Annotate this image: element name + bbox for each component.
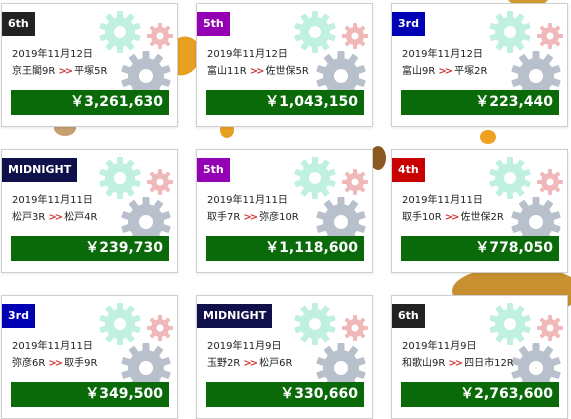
gear-icon xyxy=(147,169,173,195)
rank-badge: 5th xyxy=(197,158,230,182)
gear-icon xyxy=(316,343,366,393)
gear-icon xyxy=(121,197,171,247)
payout-amount: ￥3,261,630 xyxy=(11,90,169,115)
rank-badge: MIDNIGHT xyxy=(197,304,273,328)
race-route: 和歌山9R >> 四日市12R xyxy=(402,354,514,369)
race-date: 2019年11月11日 xyxy=(12,195,93,206)
payout-card[interactable]: 5th 2019年11月11日 取手7R >> 弥彦10R ￥1,118,600 xyxy=(196,149,373,273)
race-to: 佐世保2R xyxy=(460,212,504,223)
gear-icon xyxy=(99,303,141,345)
race-to: 平塚5R xyxy=(74,66,108,77)
gear-icon xyxy=(537,23,563,49)
race-date: 2019年11月9日 xyxy=(207,341,282,352)
gear-icon xyxy=(294,11,336,53)
gear-icon xyxy=(489,157,531,199)
race-route: 弥彦6R >> 取手9R xyxy=(12,354,97,369)
background-blob xyxy=(480,130,496,144)
race-to: 平塚2R xyxy=(454,66,488,77)
race-from: 富山11R xyxy=(207,66,247,77)
double-chevron-right-icon: >> xyxy=(444,212,460,223)
race-from: 弥彦6R xyxy=(12,358,46,369)
race-date: 2019年11月11日 xyxy=(402,195,483,206)
race-to: 佐世保5R xyxy=(265,66,309,77)
rank-badge: 5th xyxy=(197,12,230,36)
rank-badge: 3rd xyxy=(392,12,425,36)
rank-badge: 3rd xyxy=(2,304,35,328)
gear-icon xyxy=(99,11,141,53)
double-chevron-right-icon: >> xyxy=(58,66,73,77)
gear-icon xyxy=(316,51,366,101)
payout-amount: ￥1,043,150 xyxy=(206,90,364,115)
payout-amount: ￥330,660 xyxy=(206,382,364,407)
race-route: 京王閣9R >> 平塚5R xyxy=(12,62,107,77)
payout-amount: ￥2,763,600 xyxy=(401,382,559,407)
payout-card[interactable]: 3rd 2019年11月12日 富山9R >> 平塚2R ￥223,440 xyxy=(391,3,568,127)
double-chevron-right-icon: >> xyxy=(48,358,63,369)
race-route: 取手10R >> 佐世保2R xyxy=(402,208,504,223)
double-chevron-right-icon: >> xyxy=(243,212,258,223)
race-from: 取手10R xyxy=(402,212,442,223)
gear-icon xyxy=(316,197,366,247)
rank-badge: 6th xyxy=(2,12,35,36)
payout-amount: ￥349,500 xyxy=(11,382,169,407)
gear-icon xyxy=(511,343,561,393)
race-to: 取手9R xyxy=(64,358,98,369)
race-date: 2019年11月9日 xyxy=(402,341,477,352)
gear-icon xyxy=(489,11,531,53)
double-chevron-right-icon: >> xyxy=(448,358,463,369)
race-to: 四日市12R xyxy=(464,358,514,369)
race-date: 2019年11月11日 xyxy=(207,195,288,206)
race-date: 2019年11月12日 xyxy=(402,49,483,60)
payout-amount: ￥223,440 xyxy=(401,90,559,115)
gear-icon xyxy=(511,51,561,101)
double-chevron-right-icon: >> xyxy=(249,66,265,77)
payout-card[interactable]: 6th 2019年11月9日 和歌山9R >> 四日市12R ￥2,763,600 xyxy=(391,295,568,419)
gear-icon xyxy=(147,23,173,49)
race-to: 松戸4R xyxy=(64,212,98,223)
double-chevron-right-icon: >> xyxy=(243,358,258,369)
gear-icon xyxy=(294,157,336,199)
gear-icon xyxy=(537,315,563,341)
payout-card[interactable]: 6th 2019年11月12日 京王閣9R >> 平塚5R ￥3,261,630 xyxy=(1,3,178,127)
race-from: 富山9R xyxy=(402,66,436,77)
gear-icon xyxy=(342,169,368,195)
race-route: 取手7R >> 弥彦10R xyxy=(207,208,299,223)
gear-icon xyxy=(489,303,531,345)
race-from: 取手7R xyxy=(207,212,241,223)
race-from: 和歌山9R xyxy=(402,358,446,369)
double-chevron-right-icon: >> xyxy=(438,66,453,77)
race-date: 2019年11月11日 xyxy=(12,341,93,352)
gear-icon xyxy=(99,157,141,199)
payout-card[interactable]: MIDNIGHT 2019年11月9日 玉野2R >> 松戸6R ￥330,660 xyxy=(196,295,373,419)
payout-amount: ￥778,050 xyxy=(401,236,559,261)
race-from: 京王閣9R xyxy=(12,66,56,77)
gear-icon xyxy=(342,23,368,49)
background-blob xyxy=(370,146,386,170)
payout-card[interactable]: MIDNIGHT 2019年11月11日 松戸3R >> 松戸4R ￥239,730 xyxy=(1,149,178,273)
rank-badge: 6th xyxy=(392,304,425,328)
race-to: 弥彦10R xyxy=(259,212,299,223)
gear-icon xyxy=(537,169,563,195)
gear-icon xyxy=(342,315,368,341)
rank-badge: 4th xyxy=(392,158,425,182)
race-date: 2019年11月12日 xyxy=(207,49,288,60)
race-to: 松戸6R xyxy=(259,358,293,369)
race-from: 松戸3R xyxy=(12,212,46,223)
payout-card[interactable]: 3rd 2019年11月11日 弥彦6R >> 取手9R ￥349,500 xyxy=(1,295,178,419)
race-route: 玉野2R >> 松戸6R xyxy=(207,354,292,369)
race-date: 2019年11月12日 xyxy=(12,49,93,60)
double-chevron-right-icon: >> xyxy=(48,212,63,223)
rank-badge: MIDNIGHT xyxy=(2,158,78,182)
race-route: 富山9R >> 平塚2R xyxy=(402,62,487,77)
payout-amount: ￥1,118,600 xyxy=(206,236,364,261)
gear-icon xyxy=(294,303,336,345)
payout-amount: ￥239,730 xyxy=(11,236,169,261)
payout-card[interactable]: 4th 2019年11月11日 取手10R >> 佐世保2R ￥778,050 xyxy=(391,149,568,273)
race-route: 松戸3R >> 松戸4R xyxy=(12,208,97,223)
gear-icon xyxy=(147,315,173,341)
race-route: 富山11R >> 佐世保5R xyxy=(207,62,309,77)
payout-card[interactable]: 5th 2019年11月12日 富山11R >> 佐世保5R ￥1,043,150 xyxy=(196,3,373,127)
race-from: 玉野2R xyxy=(207,358,241,369)
